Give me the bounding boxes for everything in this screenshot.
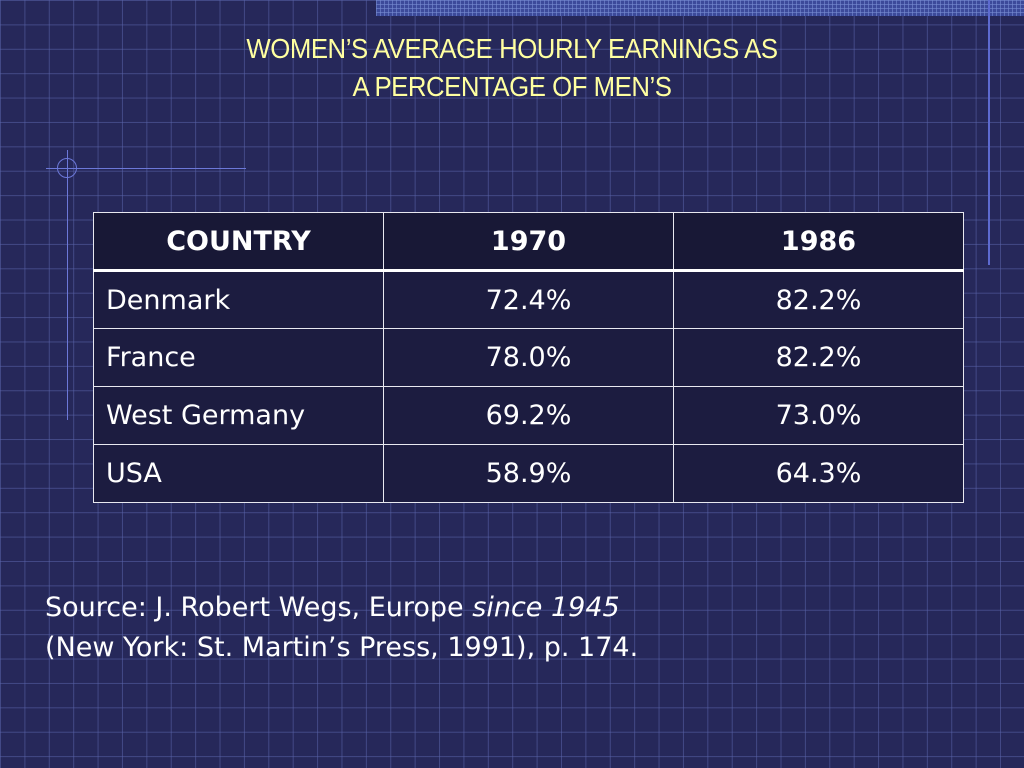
table-row: France 78.0% 82.2% [93,328,964,387]
crosshair-vertical-line [67,150,68,420]
table-row: Denmark 72.4% 82.2% [93,270,964,329]
earnings-table: COUNTRY 1970 1986 Denmark 72.4% 82.2% Fr… [93,212,964,503]
header-1970: 1970 [383,212,674,272]
crosshair-horizontal-line [46,168,246,169]
source-line-2: (New York: St. Martin’s Press, 1991), p.… [45,632,639,663]
table-header-row: COUNTRY 1970 1986 [93,212,964,272]
table-row: West Germany 69.2% 73.0% [93,386,964,445]
cell-1986: 82.2% [673,328,964,387]
header-country: COUNTRY [93,212,384,272]
cell-1970: 78.0% [383,328,674,387]
decorative-top-band [376,0,1024,16]
cell-country: West Germany [93,386,384,445]
cell-1970: 69.2% [383,386,674,445]
source-prefix: Source: J. Robert Wegs, Europe [45,592,473,623]
source-citation: Source: J. Robert Wegs, Europe since 194… [45,588,638,668]
cell-country: USA [93,444,384,503]
cell-1970: 72.4% [383,270,674,329]
cell-country: Denmark [93,270,384,329]
decorative-vertical-line [988,0,990,265]
slide-title: WOMEN’S AVERAGE HOURLY EARNINGS AS A PER… [41,30,983,106]
cell-1986: 82.2% [673,270,964,329]
cell-1970: 58.9% [383,444,674,503]
crosshair-circle-icon [57,158,77,178]
cell-1986: 73.0% [673,386,964,445]
slide-title-line-2: A PERCENTAGE OF MEN’S [352,71,672,102]
table-row: USA 58.9% 64.3% [93,444,964,503]
cell-1986: 64.3% [673,444,964,503]
slide-title-line-1: WOMEN’S AVERAGE HOURLY EARNINGS AS [246,33,778,64]
cell-country: France [93,328,384,387]
source-line-1: Source: J. Robert Wegs, Europe since 194… [45,588,638,628]
header-1986: 1986 [673,212,964,272]
source-italic: since 1945 [472,592,620,623]
